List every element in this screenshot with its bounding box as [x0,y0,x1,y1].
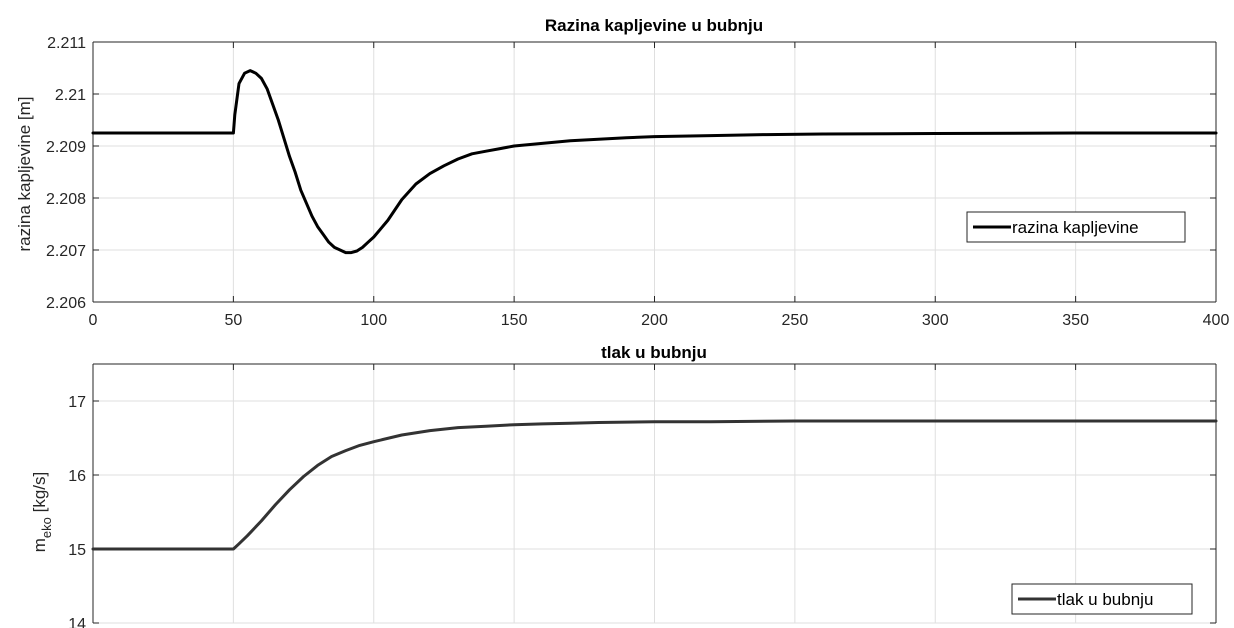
y-tick-label: 2.207 [46,243,86,260]
x-tick-label: 400 [1203,312,1230,329]
y-tick-label: 2.21 [55,87,86,104]
x-tick-label: 350 [1062,312,1089,329]
y-tick-label: 2.209 [46,139,86,156]
y-tick-label: 14 [68,616,86,628]
x-tick-label: 300 [922,312,949,329]
chart-title-level: Razina kapljevine u bubnju [545,16,763,35]
x-tick-label: 250 [782,312,809,329]
y-tick-label: 2.208 [46,191,86,208]
legend: razina kapljevine [966,211,1186,243]
x-tick-label: 0 [89,312,98,329]
legend-label: razina kapljevine [1012,218,1139,237]
x-tick-label: 200 [641,312,668,329]
chart-level: Razina kapljevine u bubnju razina kaplje… [15,16,1229,329]
y-tick-label: 2.211 [47,35,86,52]
chart-pressure: tlak u bubnju meko [kg/s] 14 15 16 17 tlak u… [30,343,1218,628]
x-tick-label: 150 [501,312,528,329]
x-tick-label: 100 [360,312,387,329]
y-axis-label-unit: [kg/s] [30,472,49,517]
y-axis-label-level: razina kapljevine [m] [15,97,34,252]
y-tick-label: 17 [68,394,86,411]
legend-label: tlak u bubnju [1057,590,1153,609]
chart-title-pressure: tlak u bubnju [601,343,707,362]
y-tick-label: 2.206 [46,295,86,312]
series-line [91,419,1218,551]
y-tick-label: 16 [68,468,86,485]
y-axis-label-sub: eko [39,517,54,538]
y-axis-label-pressure: meko [kg/s] [30,472,54,553]
series-line [91,69,1218,255]
y-tick-label: 15 [68,542,86,559]
x-tick-label: 50 [224,312,242,329]
legend: tlak u bubnju [1011,583,1193,615]
y-axis-label-main: m [30,538,49,552]
